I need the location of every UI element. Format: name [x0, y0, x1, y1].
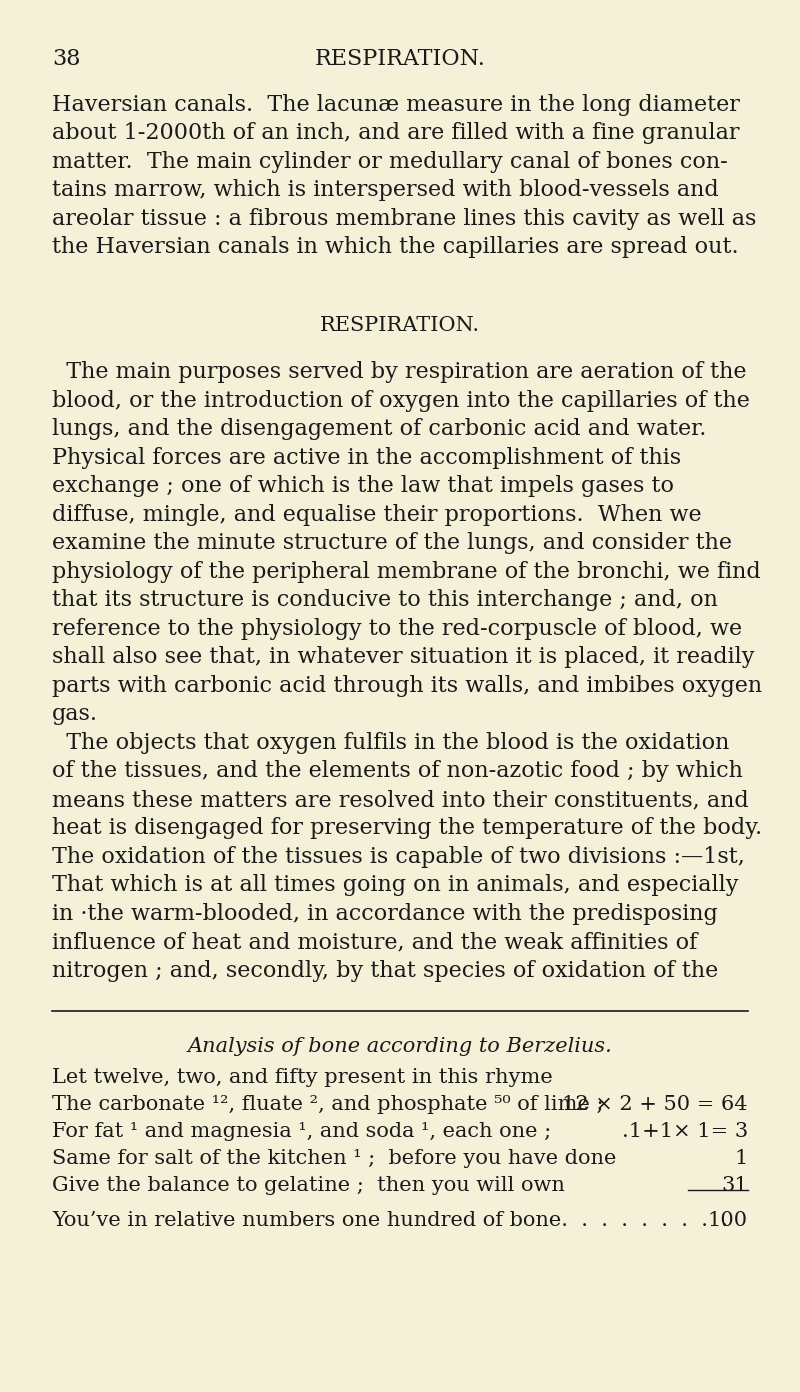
- Text: in ·the warm-blooded, in accordance with the predisposing: in ·the warm-blooded, in accordance with…: [52, 903, 718, 926]
- Text: tains marrow, which is interspersed with blood-vessels and: tains marrow, which is interspersed with…: [52, 180, 718, 200]
- Text: Analysis of bone according to Berzelius.: Analysis of bone according to Berzelius.: [188, 1037, 612, 1057]
- Text: heat is disengaged for preserving the temperature of the body.: heat is disengaged for preserving the te…: [52, 817, 762, 839]
- Text: 31: 31: [722, 1176, 748, 1196]
- Text: about 1-2000th of an inch, and are filled with a fine granular: about 1-2000th of an inch, and are fille…: [52, 122, 739, 145]
- Text: nitrogen ; and, secondly, by that species of oxidation of the: nitrogen ; and, secondly, by that specie…: [52, 960, 718, 981]
- Text: the Haversian canals in which the capillaries are spread out.: the Haversian canals in which the capill…: [52, 237, 738, 258]
- Text: lungs, and the disengagement of carbonic acid and water.: lungs, and the disengagement of carbonic…: [52, 419, 706, 440]
- Text: shall also see that, in whatever situation it is placed, it readily: shall also see that, in whatever situati…: [52, 646, 754, 668]
- Text: matter.  The main cylinder or medullary canal of bones con-: matter. The main cylinder or medullary c…: [52, 150, 728, 173]
- Text: The carbonate ¹², fluate ², and phosphate ⁵⁰ of lime ;: The carbonate ¹², fluate ², and phosphat…: [52, 1096, 604, 1115]
- Text: of the tissues, and the elements of non-azotic food ; by which: of the tissues, and the elements of non-…: [52, 760, 743, 782]
- Text: means these matters are resolved into their constituents, and: means these matters are resolved into th…: [52, 789, 749, 812]
- Text: parts with carbonic acid through its walls, and imbibes oxygen: parts with carbonic acid through its wal…: [52, 675, 762, 697]
- Text: that its structure is conducive to this interchange ; and, on: that its structure is conducive to this …: [52, 589, 718, 611]
- Text: .1+1× 1= 3: .1+1× 1= 3: [622, 1122, 748, 1141]
- Text: Give the balance to gelatine ;  then you will own: Give the balance to gelatine ; then you …: [52, 1176, 565, 1196]
- Text: gas.: gas.: [52, 703, 98, 725]
- Text: RESPIRATION.: RESPIRATION.: [314, 47, 486, 70]
- Text: blood, or the introduction of oxygen into the capillaries of the: blood, or the introduction of oxygen int…: [52, 390, 750, 412]
- Text: 100: 100: [708, 1211, 748, 1231]
- Text: examine the minute structure of the lungs, and consider the: examine the minute structure of the lung…: [52, 533, 732, 554]
- Text: The main purposes served by respiration are aeration of the: The main purposes served by respiration …: [52, 362, 746, 384]
- Text: Same for salt of the kitchen ¹ ;  before you have done: Same for salt of the kitchen ¹ ; before …: [52, 1150, 616, 1168]
- Text: RESPIRATION.: RESPIRATION.: [320, 316, 480, 335]
- Text: reference to the physiology to the red-corpuscle of blood, we: reference to the physiology to the red-c…: [52, 618, 742, 640]
- Text: 12 × 2 + 50 = 64: 12 × 2 + 50 = 64: [562, 1096, 748, 1115]
- Text: That which is at all times going on in animals, and especially: That which is at all times going on in a…: [52, 874, 738, 896]
- Text: Physical forces are active in the accomplishment of this: Physical forces are active in the accomp…: [52, 447, 681, 469]
- Text: 38: 38: [52, 47, 81, 70]
- Text: physiology of the peripheral membrane of the bronchi, we find: physiology of the peripheral membrane of…: [52, 561, 761, 583]
- Text: 1: 1: [734, 1150, 748, 1168]
- Text: Let twelve, two, and fifty present in this rhyme: Let twelve, two, and fifty present in th…: [52, 1068, 553, 1087]
- Text: The objects that oxygen fulfils in the blood is the oxidation: The objects that oxygen fulfils in the b…: [52, 732, 730, 754]
- Text: diffuse, mingle, and equalise their proportions.  When we: diffuse, mingle, and equalise their prop…: [52, 504, 702, 526]
- Text: For fat ¹ and magnesia ¹, and soda ¹, each one ;: For fat ¹ and magnesia ¹, and soda ¹, ea…: [52, 1122, 551, 1141]
- Text: influence of heat and moisture, and the weak affinities of: influence of heat and moisture, and the …: [52, 931, 698, 954]
- Text: Haversian canals.  The lacunæ measure in the long diameter: Haversian canals. The lacunæ measure in …: [52, 93, 740, 116]
- Text: areolar tissue : a fibrous membrane lines this cavity as well as: areolar tissue : a fibrous membrane line…: [52, 207, 756, 230]
- Text: exchange ; one of which is the law that impels gases to: exchange ; one of which is the law that …: [52, 476, 674, 497]
- Text: The oxidation of the tissues is capable of two divisions :—1st,: The oxidation of the tissues is capable …: [52, 846, 745, 869]
- Text: You’ve in relative numbers one hundred of bone.  .  .  .  .  .  .  .  .: You’ve in relative numbers one hundred o…: [52, 1211, 728, 1231]
